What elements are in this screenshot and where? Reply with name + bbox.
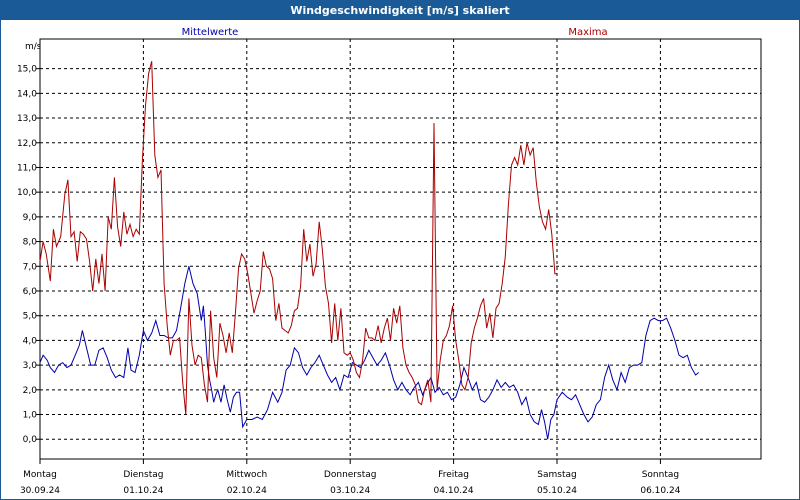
y-tick-label: 10,0 — [17, 188, 37, 198]
x-date-label: 04.10.24 — [434, 486, 474, 496]
y-tick-label: 1,0 — [23, 411, 38, 421]
y-tick-label: 6,0 — [23, 287, 38, 297]
series-label-maxima: Maxima — [568, 27, 607, 38]
x-day-label: Sonntag — [642, 470, 679, 480]
x-date-label: 30.09.24 — [20, 486, 60, 496]
y-tick-label: 0,0 — [23, 435, 38, 445]
y-tick-label: 4,0 — [23, 336, 38, 346]
x-date-label: 03.10.24 — [330, 486, 370, 496]
x-date-label: 05.10.24 — [537, 486, 577, 496]
x-date-label: 02.10.24 — [227, 486, 267, 496]
y-tick-label: 15,0 — [17, 65, 37, 75]
y-unit-label: m/s — [25, 42, 42, 52]
y-tick-label: 8,0 — [23, 238, 38, 248]
y-tick-label: 13,0 — [17, 114, 37, 124]
series-label-mittelwerte: Mittelwerte — [182, 27, 239, 38]
y-tick-label: 7,0 — [23, 262, 38, 272]
y-tick-label: 14,0 — [17, 89, 37, 99]
series-line-maxima — [39, 61, 557, 415]
x-date-label: 06.10.24 — [640, 486, 680, 496]
y-tick-label: 3,0 — [23, 361, 38, 371]
y-tick-label: 5,0 — [23, 312, 38, 322]
chart-title: Windgeschwindigkeit [m/s] skaliert — [1, 1, 799, 20]
x-day-label: Samstag — [537, 470, 576, 480]
y-tick-label: 12,0 — [17, 139, 37, 149]
x-day-label: Montag — [23, 470, 57, 480]
x-day-label: Donnerstag — [324, 470, 377, 480]
series-line-mittelwerte — [39, 266, 700, 440]
plot-area — [39, 38, 762, 460]
wind-speed-chart: Mittelwerte Maxima m/s 0,0 1,0 2,0 3,0 4,0 5,… — [17, 27, 762, 496]
x-day-label: Freitag — [438, 470, 469, 480]
y-tick-label: 2,0 — [23, 386, 38, 396]
x-date-label: 01.10.24 — [123, 486, 163, 496]
y-tick-label: 9,0 — [23, 213, 38, 223]
y-tick-label: 11,0 — [17, 163, 37, 173]
x-day-label: Mittwoch — [226, 470, 267, 480]
x-day-label: Dienstag — [123, 470, 163, 480]
